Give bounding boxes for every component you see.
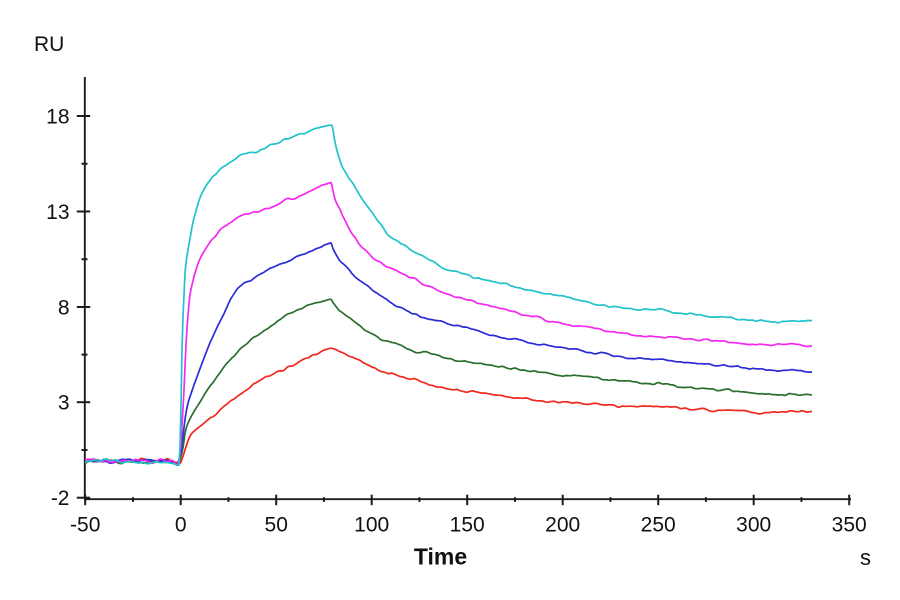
svg-text:Time: Time [414,544,467,570]
svg-text:s: s [860,545,871,570]
svg-text:150: 150 [450,514,485,537]
svg-text:350: 350 [832,514,867,537]
svg-text:100: 100 [354,514,389,537]
svg-text:200: 200 [545,514,580,537]
svg-text:300: 300 [736,514,771,537]
svg-text:18: 18 [46,105,69,128]
svg-text:3: 3 [58,392,70,415]
svg-text:0: 0 [175,514,187,537]
svg-text:-50: -50 [70,514,100,537]
svg-text:8: 8 [58,296,70,319]
svg-text:13: 13 [46,201,69,224]
svg-text:RU: RU [34,33,64,56]
svg-text:250: 250 [641,514,676,537]
svg-text:50: 50 [265,514,288,537]
svg-text:-2: -2 [51,487,70,510]
